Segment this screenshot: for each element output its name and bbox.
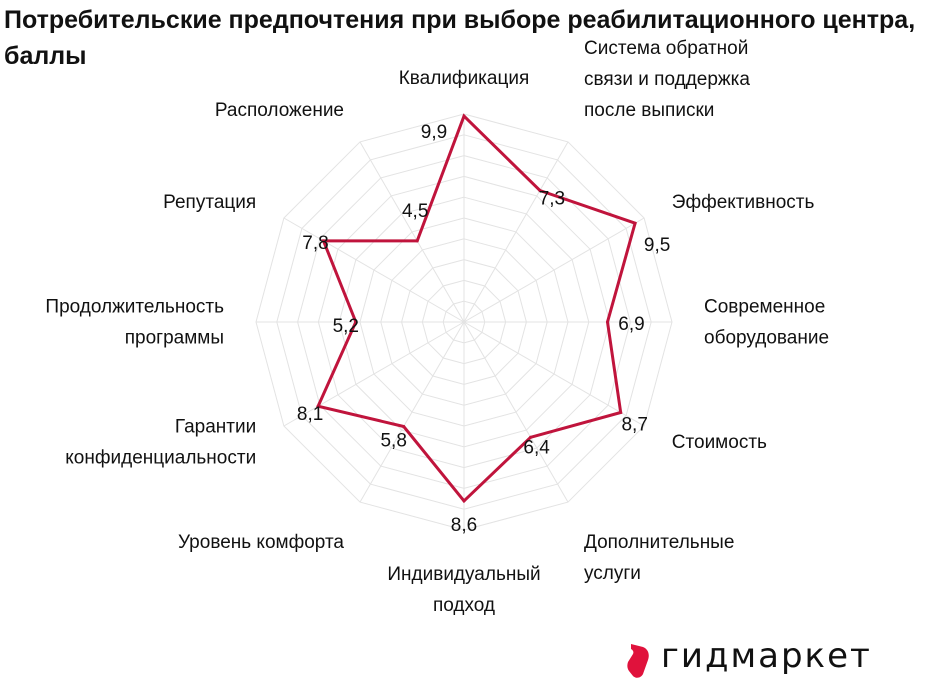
data-point xyxy=(415,239,419,243)
grid-spoke xyxy=(463,217,645,323)
value-label: 5,2 xyxy=(333,316,359,337)
category-label: Стоимость xyxy=(672,432,767,453)
data-point xyxy=(316,404,320,408)
value-label: 7,8 xyxy=(302,233,328,254)
category-label: Гарантии конфиденциальности xyxy=(65,417,256,469)
radar-series xyxy=(315,113,637,504)
category-label: Эффективность xyxy=(672,192,815,213)
logo-wordmark: гидмаркет xyxy=(661,636,872,676)
data-point xyxy=(354,320,358,324)
grid-spoke xyxy=(463,141,569,323)
data-point xyxy=(529,435,533,439)
grid-spoke xyxy=(283,321,465,427)
grid-spoke xyxy=(359,321,465,503)
category-label: Квалификация xyxy=(399,68,530,89)
value-label: 8,6 xyxy=(451,515,477,536)
grid-spoke xyxy=(359,141,465,323)
chart-title: Потребительские предпочтения при выборе … xyxy=(4,6,916,70)
value-labels: 9,9 7,3 9,5 6,9 8,7 6,4 8,6 5,8 8,1 5,2 7,8 4,5 xyxy=(297,122,670,536)
radar-grid xyxy=(255,113,673,531)
data-point xyxy=(402,425,406,428)
value-label: 8,7 xyxy=(621,415,647,436)
data-point xyxy=(462,499,466,503)
data-point xyxy=(538,189,542,192)
brand-logo: гидмаркет xyxy=(621,636,931,683)
category-labels: Квалификация Система обратной связи и подд… xyxy=(45,38,829,616)
category-label: Дополнительные услуги xyxy=(584,532,734,584)
logo-mark-icon xyxy=(627,644,649,678)
data-point xyxy=(462,114,466,118)
category-label: Расположение xyxy=(215,100,344,121)
category-label: Уровень комфорта xyxy=(178,532,344,553)
category-label: Индивидуальный подход xyxy=(387,564,540,616)
category-label: Система обратной связи и поддержка после в… xyxy=(584,38,750,121)
data-point xyxy=(606,320,609,324)
value-label: 9,9 xyxy=(421,122,447,143)
value-label: 6,4 xyxy=(523,437,550,458)
value-label: 6,9 xyxy=(618,314,644,335)
value-label: 9,5 xyxy=(644,235,670,256)
grid-spoke xyxy=(463,321,569,503)
category-label: Продолжительность программы xyxy=(45,297,224,349)
category-label: Репутация xyxy=(163,192,256,213)
data-point xyxy=(322,239,325,243)
data-point xyxy=(633,221,637,225)
grid-spoke xyxy=(283,217,465,323)
data-point xyxy=(619,411,623,414)
value-label: 8,1 xyxy=(297,404,323,425)
value-label: 7,3 xyxy=(539,189,565,210)
grid-spoke xyxy=(463,321,645,427)
category-label: Современное оборудование xyxy=(704,297,829,349)
value-label: 4,5 xyxy=(402,201,428,222)
value-label: 5,8 xyxy=(380,431,406,452)
